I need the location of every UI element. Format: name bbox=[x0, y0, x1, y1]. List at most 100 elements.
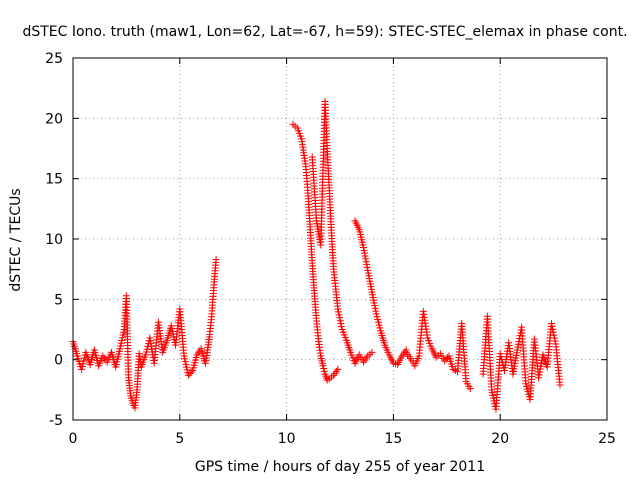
data-point bbox=[522, 380, 530, 388]
x-axis-label: GPS time / hours of day 255 of year 2011 bbox=[195, 459, 485, 475]
data-point bbox=[330, 371, 338, 379]
data-point bbox=[150, 359, 158, 367]
plot-frame bbox=[72, 57, 608, 421]
data-point bbox=[306, 223, 314, 231]
data-point bbox=[432, 353, 440, 361]
data-point bbox=[319, 362, 327, 370]
data-point bbox=[509, 370, 517, 378]
data-point bbox=[146, 334, 154, 342]
data-point bbox=[398, 352, 406, 360]
data-point bbox=[488, 386, 496, 394]
data-point bbox=[99, 352, 107, 360]
data-point bbox=[359, 358, 367, 366]
data-point bbox=[372, 310, 380, 318]
data-point bbox=[302, 163, 310, 171]
data-point bbox=[526, 395, 534, 403]
data-point-trace bbox=[549, 325, 557, 333]
data-point bbox=[543, 363, 551, 371]
data-point bbox=[342, 336, 350, 344]
series-arc-descending-3 bbox=[351, 217, 410, 368]
data-point bbox=[364, 266, 372, 274]
data-point bbox=[310, 289, 318, 297]
data-point-trace bbox=[336, 314, 344, 322]
data-point bbox=[212, 256, 220, 264]
data-point-trace bbox=[537, 359, 545, 367]
series-arc-early-morning bbox=[69, 256, 220, 412]
data-point bbox=[210, 281, 218, 289]
data-point bbox=[189, 367, 197, 375]
data-point bbox=[315, 338, 323, 346]
data-point bbox=[122, 292, 130, 300]
data-point bbox=[518, 323, 526, 331]
data-point bbox=[338, 326, 346, 333]
data-point-trace bbox=[535, 371, 543, 379]
data-point bbox=[351, 217, 359, 225]
data-point bbox=[334, 305, 342, 313]
data-point bbox=[197, 345, 205, 353]
series-arc-descending-2 bbox=[308, 97, 376, 367]
data-point bbox=[107, 348, 115, 356]
x-tick-label: 20 bbox=[491, 431, 509, 447]
data-point bbox=[135, 350, 143, 358]
data-point bbox=[86, 360, 94, 368]
data-point bbox=[293, 124, 301, 132]
series-arc-evening bbox=[479, 312, 564, 413]
data-point bbox=[402, 348, 410, 356]
axis-ticks: 0 5 10 15 20 25 -5 0 5 10 15 20 25 bbox=[45, 51, 616, 447]
data-point bbox=[289, 120, 297, 128]
data-point bbox=[159, 348, 167, 356]
data-point bbox=[95, 362, 103, 370]
data-point bbox=[313, 317, 321, 325]
data-point-trace bbox=[336, 317, 344, 325]
data-point bbox=[419, 307, 427, 315]
series-arc-descending-1 bbox=[289, 120, 342, 384]
data-point bbox=[355, 225, 363, 233]
x-tick-label: 15 bbox=[384, 431, 402, 447]
data-point-trace bbox=[361, 252, 369, 260]
data-point-trace bbox=[334, 308, 342, 316]
data-point bbox=[327, 229, 335, 237]
data-point bbox=[513, 346, 521, 354]
data-point bbox=[483, 312, 491, 320]
data-point bbox=[154, 318, 162, 326]
x-tick-label: 5 bbox=[175, 431, 184, 447]
data-point bbox=[304, 189, 312, 197]
data-point bbox=[323, 145, 331, 152]
data-point bbox=[131, 404, 139, 412]
data-point bbox=[82, 348, 90, 356]
data-point-trace bbox=[514, 340, 522, 348]
data-point bbox=[133, 386, 141, 394]
data-point-trace bbox=[360, 246, 368, 254]
data-point-trace bbox=[361, 249, 369, 257]
data-point bbox=[180, 352, 188, 360]
data-point-trace bbox=[551, 334, 559, 342]
data-point-trace bbox=[551, 337, 559, 345]
data-point bbox=[377, 327, 385, 335]
data-point bbox=[535, 374, 543, 382]
data-point bbox=[120, 326, 128, 333]
data-point bbox=[317, 352, 325, 360]
data-point bbox=[163, 336, 171, 344]
data-point bbox=[441, 357, 449, 365]
grid bbox=[73, 58, 607, 420]
data-point-trace bbox=[536, 368, 544, 376]
data-point bbox=[552, 340, 560, 348]
data-point bbox=[176, 305, 184, 313]
data-point bbox=[351, 359, 359, 367]
data-point bbox=[415, 352, 423, 360]
data-point bbox=[308, 259, 316, 267]
data-point bbox=[201, 359, 209, 367]
data-point-trace bbox=[186, 370, 194, 378]
x-tick-label: 0 bbox=[69, 431, 78, 447]
data-point bbox=[167, 322, 175, 330]
data-point bbox=[394, 360, 402, 368]
data-point bbox=[90, 346, 98, 354]
y-tick-label: 20 bbox=[45, 111, 63, 127]
data-point bbox=[556, 381, 564, 389]
data-point bbox=[193, 351, 201, 359]
data-point bbox=[466, 385, 474, 393]
data-point bbox=[479, 370, 487, 378]
data-point-trace bbox=[442, 355, 450, 363]
series-arc-afternoon bbox=[402, 307, 474, 393]
